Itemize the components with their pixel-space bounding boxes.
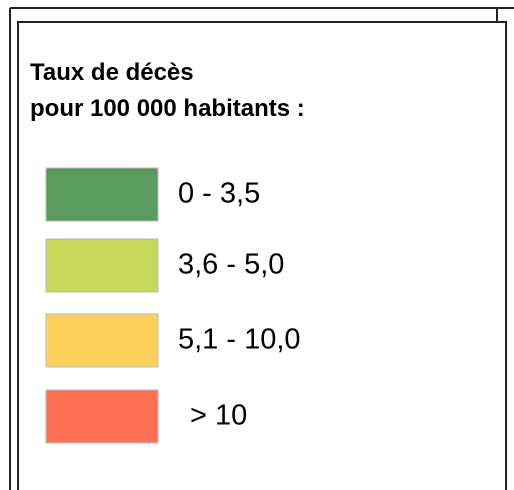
legend-swatch bbox=[45, 238, 159, 293]
legend-title: pour 100 000 habitants : bbox=[30, 95, 305, 122]
legend-swatch bbox=[45, 313, 159, 368]
legend-label: > 10 bbox=[190, 400, 247, 432]
legend-title: Taux de décès bbox=[30, 59, 194, 86]
legend-swatch bbox=[45, 389, 159, 444]
legend-swatch bbox=[45, 167, 159, 222]
legend-label: 5,1 - 10,0 bbox=[178, 324, 301, 356]
legend-label: 0 - 3,5 bbox=[178, 178, 260, 210]
legend-label: 3,6 - 5,0 bbox=[178, 249, 284, 281]
legend: Taux de décès pour 100 000 habitants : 0 -… bbox=[30, 59, 305, 444]
